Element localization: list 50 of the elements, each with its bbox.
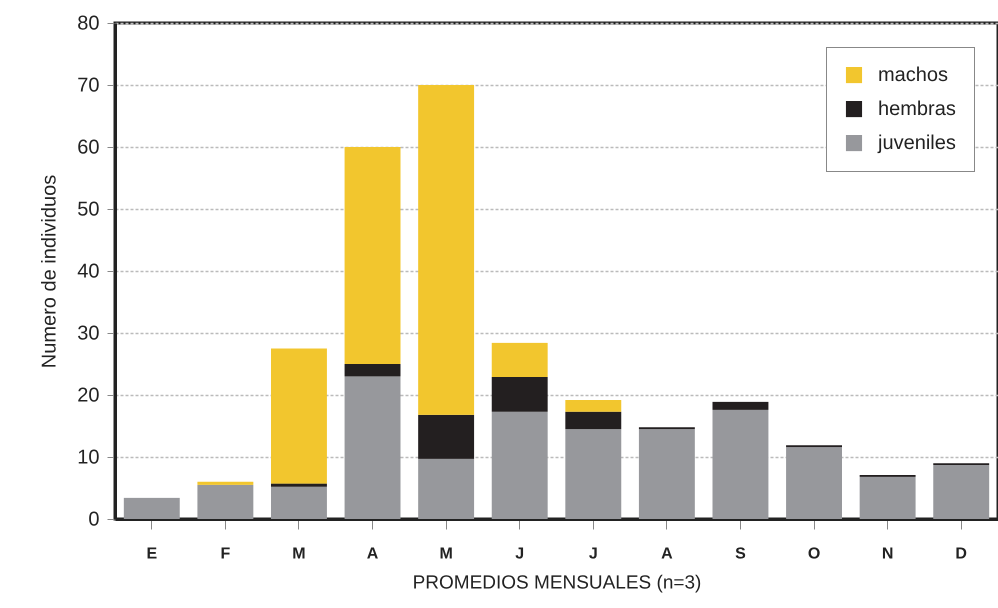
bar	[197, 482, 254, 485]
legend-label: juveniles	[877, 132, 956, 154]
bar	[492, 342, 548, 378]
bar	[786, 447, 842, 519]
bar	[270, 348, 327, 484]
bar	[565, 429, 622, 519]
bar	[492, 377, 548, 412]
legend-label: hembras	[878, 98, 956, 120]
y-tick-label: 10	[77, 446, 100, 468]
bar	[712, 410, 768, 519]
y-tick-label: 60	[77, 136, 100, 158]
bar	[270, 486, 327, 519]
y-tick-label: 80	[77, 12, 100, 34]
x-tick-label: D	[955, 546, 967, 562]
y-tick-label: 20	[77, 384, 100, 406]
y-tick-label: 0	[88, 508, 100, 530]
x-tick-label: J	[515, 546, 524, 562]
x-tick-label: M	[292, 546, 306, 562]
x-tick-label: O	[808, 546, 820, 562]
bar	[860, 476, 916, 519]
x-axis-title: PROMEDIOS MENSUALES (n=3)	[412, 572, 702, 594]
x-tick-label: N	[882, 546, 894, 562]
bar	[492, 412, 548, 519]
x-tick-label: E	[146, 546, 158, 562]
y-tick-label: 50	[77, 198, 100, 220]
legend-label: machos	[878, 64, 948, 86]
bar	[344, 364, 401, 376]
bar	[344, 147, 401, 364]
bar	[418, 85, 474, 415]
bar	[638, 429, 695, 519]
y-tick-label: 30	[77, 322, 100, 344]
bar	[418, 414, 474, 459]
x-tick-label: A	[661, 546, 674, 562]
bar	[197, 484, 254, 519]
bar	[344, 376, 401, 519]
x-tick-label: J	[588, 546, 598, 562]
bar	[270, 484, 327, 487]
x-tick-label: F	[220, 546, 230, 562]
bar	[933, 465, 990, 519]
x-tick-label: M	[439, 546, 453, 562]
x-tick-label: A	[366, 546, 379, 562]
bar	[124, 498, 180, 519]
bar	[565, 400, 622, 412]
bar	[418, 458, 474, 519]
y-tick-label: 70	[77, 74, 100, 96]
x-tick-label: S	[735, 546, 746, 562]
y-tick-label: 40	[77, 260, 100, 282]
bar	[712, 402, 768, 410]
bar	[565, 412, 622, 430]
y-axis-title: Numero de individuos	[38, 174, 60, 368]
